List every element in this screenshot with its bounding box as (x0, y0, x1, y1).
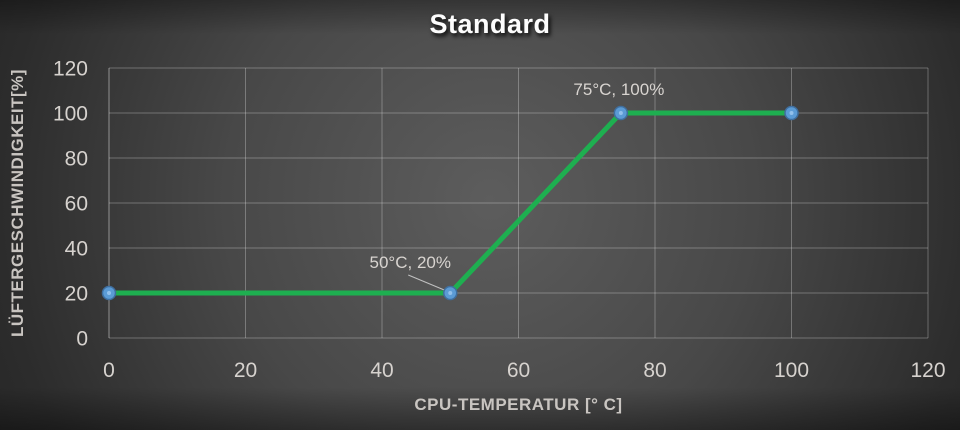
y-tick-label: 60 (65, 193, 88, 216)
x-tick-label: 80 (643, 359, 666, 382)
marker-highlight-dot (789, 111, 794, 115)
x-tick-label: 40 (370, 359, 393, 382)
y-tick-label: 0 (76, 328, 88, 351)
y-tick-label: 120 (53, 58, 88, 81)
marker-highlight-dot (107, 291, 111, 295)
x-tick-label: 120 (910, 359, 945, 382)
y-axis-title: LÜFTERGESCHWINDIGKEIT[%] (8, 69, 27, 337)
y-tick-label: 20 (65, 283, 88, 306)
chart-title: Standard (429, 9, 551, 39)
y-tick-label: 40 (65, 238, 88, 261)
label-leader-line (408, 274, 445, 291)
y-tick-label: 100 (53, 103, 88, 126)
x-tick-label: 60 (507, 359, 530, 382)
marker-highlight-dot (448, 291, 453, 295)
x-tick-label: 0 (103, 359, 115, 382)
x-tick-label: 20 (234, 359, 257, 382)
data-label-75c-100pct: 75°C, 100% (573, 80, 665, 99)
y-tick-label: 80 (65, 148, 88, 171)
fan-curve-line (109, 110, 792, 296)
x-axis-title: CPU-TEMPERATUR [° C] (414, 395, 623, 414)
x-tick-label: 100 (774, 359, 809, 382)
marker-highlight-dot (618, 111, 623, 115)
data-label-50c-20pct: 50°C, 20% (369, 253, 451, 272)
